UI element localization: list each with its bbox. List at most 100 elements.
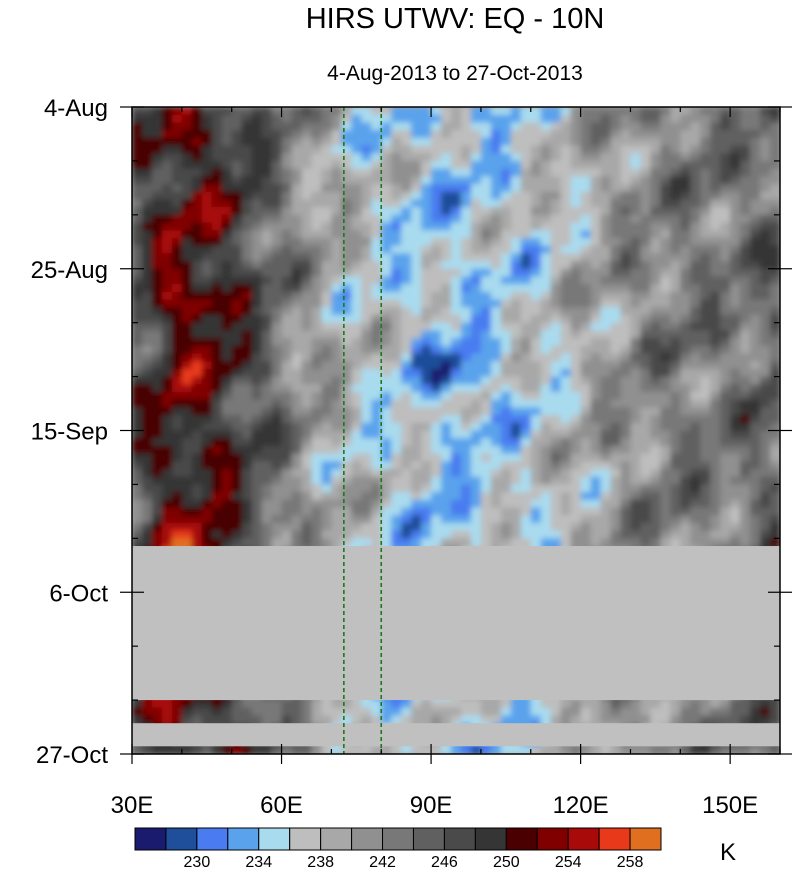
heatmap-cell [750, 422, 761, 432]
heatmap-cell [361, 307, 372, 316]
heatmap-cell [770, 345, 780, 355]
heatmap-cell [530, 376, 542, 385]
heatmap-cell [331, 284, 342, 293]
heatmap-cell [610, 160, 622, 170]
heatmap-cell [590, 438, 602, 447]
heatmap-cell [161, 168, 173, 177]
heatmap-cell [221, 207, 233, 216]
heatmap-cell [690, 276, 701, 285]
heatmap-cell [132, 453, 143, 462]
heatmap-cell [411, 137, 422, 147]
heatmap-cell [710, 253, 721, 262]
heatmap-cell [650, 245, 661, 254]
heatmap-cell [321, 361, 332, 370]
heatmap-cell [560, 145, 572, 154]
heatmap-cell [221, 214, 233, 224]
heatmap-cell [730, 230, 741, 239]
heatmap-cell [441, 368, 452, 378]
heatmap-cell [660, 145, 671, 154]
heatmap-cell [231, 399, 243, 408]
heatmap-cell [271, 245, 283, 254]
heatmap-cell [231, 114, 243, 123]
heatmap-cell [770, 538, 780, 547]
heatmap-cell [750, 299, 761, 308]
heatmap-cell [520, 222, 532, 231]
heatmap-cell [241, 153, 253, 162]
heatmap-cell [640, 469, 651, 478]
heatmap-cell [191, 222, 203, 231]
heatmap-cell [191, 338, 203, 347]
heatmap-cell [231, 291, 243, 301]
heatmap-cell [480, 168, 492, 177]
heatmap-cell [191, 199, 203, 208]
heatmap-cell [590, 122, 602, 131]
heatmap-cell [540, 314, 552, 324]
heatmap-cell [191, 130, 203, 139]
heatmap-cell [281, 253, 293, 262]
heatmap-cell [171, 253, 183, 262]
heatmap-cell [451, 114, 462, 123]
heatmap-cell [710, 499, 721, 509]
heatmap-cell [710, 130, 721, 139]
heatmap-cell [391, 522, 402, 532]
heatmap-cell [700, 345, 711, 355]
heatmap-cell [740, 430, 751, 439]
heatmap-cell [510, 199, 522, 208]
heatmap-cell [341, 168, 352, 177]
heatmap-cell [301, 330, 313, 339]
heatmap-cell [490, 384, 502, 393]
heatmap-cell [500, 522, 512, 532]
heatmap-cell [132, 330, 143, 339]
heatmap-cell [550, 207, 562, 216]
heatmap-cell [161, 492, 173, 501]
heatmap-cell [540, 168, 552, 177]
heatmap-cell [690, 507, 701, 516]
heatmap-cell [760, 114, 771, 123]
heatmap-cell [361, 415, 372, 424]
heatmap-cell [221, 168, 233, 177]
heatmap-cell [151, 538, 163, 547]
heatmap-cell [470, 522, 482, 532]
heatmap-cell [391, 391, 402, 401]
heatmap-cell [770, 237, 780, 247]
heatmap-cell [500, 291, 512, 301]
heatmap-cell [630, 276, 642, 285]
heatmap-cell [261, 230, 273, 239]
heatmap-cell [710, 407, 721, 416]
heatmap-cell [710, 245, 721, 254]
heatmap-cell [710, 391, 721, 401]
heatmap-cell [770, 184, 780, 193]
heatmap-cell [211, 507, 223, 516]
heatmap-cell [550, 222, 562, 231]
heatmap-cell [490, 492, 502, 501]
heatmap-cell [331, 199, 342, 208]
heatmap-cell [221, 176, 233, 185]
heatmap-cell [351, 261, 362, 270]
heatmap-cell [560, 376, 572, 385]
heatmap-cell [281, 153, 293, 162]
heatmap-cell [640, 114, 651, 123]
heatmap-cell [600, 276, 612, 285]
heatmap-cell [540, 453, 552, 462]
heatmap-cell [391, 476, 402, 486]
heatmap-cell [740, 237, 751, 247]
heatmap-cell [570, 384, 582, 393]
heatmap-cell [231, 145, 243, 154]
heatmap-cell [231, 461, 243, 470]
heatmap-cell [490, 322, 502, 331]
heatmap-cell [630, 461, 642, 470]
heatmap-cell [271, 307, 283, 316]
heatmap-cell [371, 330, 382, 339]
heatmap-cell [750, 245, 761, 254]
heatmap-cell [730, 160, 741, 170]
heatmap-cell [730, 538, 741, 547]
heatmap-cell [740, 422, 751, 432]
heatmap-cell [171, 145, 183, 154]
heatmap-cell [690, 207, 701, 216]
heatmap-cell [610, 376, 622, 385]
heatmap-cell [690, 391, 701, 401]
heatmap-cell [650, 230, 661, 239]
heatmap-cell [550, 492, 562, 501]
heatmap-cell [600, 499, 612, 509]
heatmap-cell [500, 391, 512, 401]
